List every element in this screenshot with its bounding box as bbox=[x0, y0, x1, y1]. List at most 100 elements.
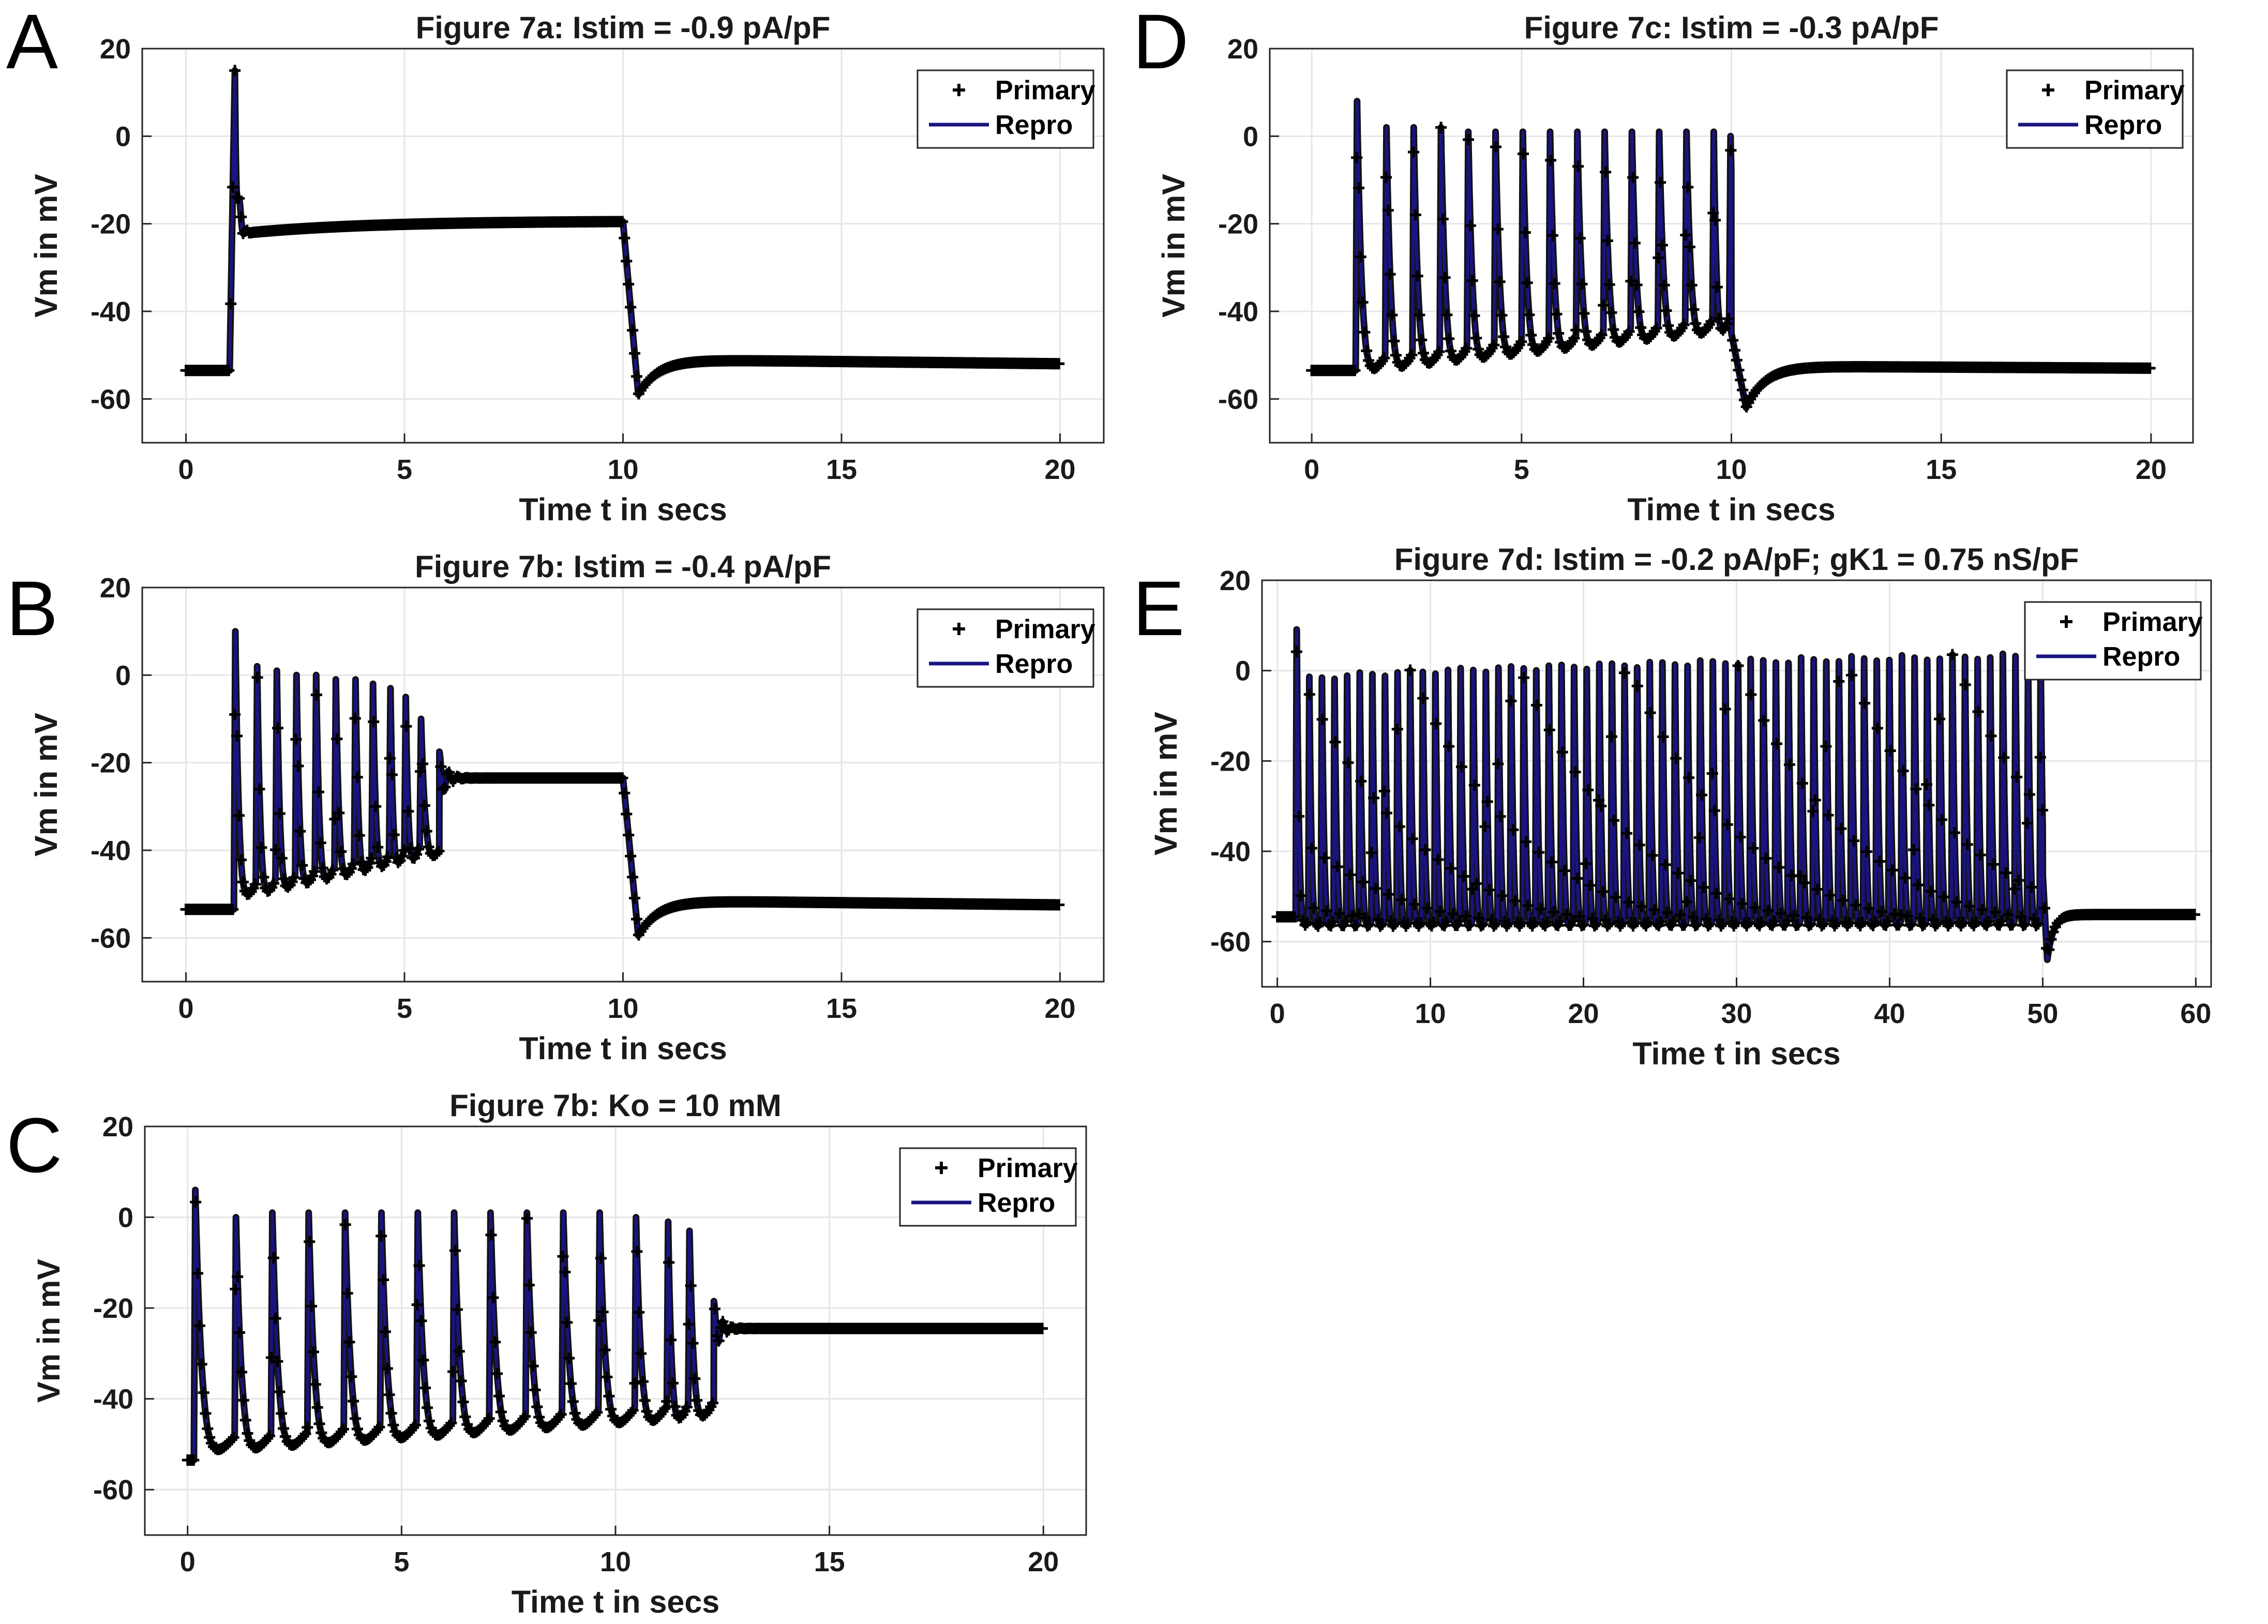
primary-point bbox=[1918, 918, 1930, 930]
y-axis-label: Vm in mV bbox=[28, 174, 64, 318]
primary-point bbox=[297, 1431, 309, 1442]
primary-point bbox=[1374, 920, 1386, 932]
primary-point bbox=[1037, 1322, 1048, 1334]
primary-point bbox=[1441, 309, 1453, 321]
primary-point bbox=[1635, 322, 1647, 334]
primary-point bbox=[1809, 794, 1821, 806]
x-tick-label: 10 bbox=[607, 993, 638, 1024]
primary-point bbox=[2043, 944, 2055, 956]
primary-point bbox=[1568, 332, 1580, 344]
primary-point bbox=[1350, 919, 1362, 931]
legend-box bbox=[899, 1147, 1077, 1227]
primary-point bbox=[1760, 852, 1772, 864]
primary-point bbox=[1327, 916, 1339, 928]
primary-point bbox=[272, 1356, 283, 1367]
primary-point bbox=[493, 1390, 505, 1402]
y-tick-label: -60 bbox=[1218, 384, 1258, 415]
primary-point bbox=[1837, 895, 1849, 907]
primary-point bbox=[1974, 849, 1986, 861]
primary-point bbox=[1916, 920, 1928, 931]
primary-point bbox=[2000, 867, 2012, 879]
chart-panel-c: 0 5 10 15 20 -60 -40 -20 0 20 Figure 7b: Ko = 10 m… bbox=[31, 1088, 1087, 1619]
primary-point bbox=[497, 1415, 509, 1427]
primary-point bbox=[1386, 309, 1398, 321]
primary-point bbox=[1523, 309, 1535, 321]
legend-box bbox=[2006, 69, 2184, 149]
primary-point bbox=[1521, 277, 1533, 289]
primary-point bbox=[230, 1283, 242, 1295]
primary-point bbox=[1492, 758, 1504, 770]
primary-point bbox=[1908, 844, 1920, 856]
primary-point bbox=[1580, 858, 1592, 869]
chart-title: Figure 7c: Istim = -0.3 pA/pF bbox=[1524, 10, 1939, 45]
primary-point bbox=[1519, 227, 1531, 238]
primary-point bbox=[1921, 778, 1933, 790]
y-tick-label: -20 bbox=[93, 1293, 133, 1324]
primary-point bbox=[1553, 327, 1565, 339]
primary-point bbox=[1747, 843, 1759, 854]
primary-point bbox=[2144, 362, 2156, 374]
primary-point bbox=[1387, 920, 1399, 932]
primary-point bbox=[229, 709, 241, 720]
primary-point bbox=[1598, 299, 1610, 311]
primary-point bbox=[376, 1230, 387, 1242]
primary-point bbox=[1846, 669, 1858, 681]
y-tick-label: -40 bbox=[93, 1384, 133, 1415]
primary-point bbox=[278, 873, 290, 885]
primary-point bbox=[1719, 703, 1731, 715]
primary-point bbox=[601, 1371, 613, 1383]
chart-panel-a: 0 5 10 15 20 -60 -40 -20 0 20 Figure 7a: Istim = -… bbox=[28, 10, 1105, 527]
primary-point bbox=[1603, 918, 1615, 930]
primary-point bbox=[420, 825, 432, 837]
primary-point bbox=[1359, 326, 1371, 338]
primary-point bbox=[1518, 148, 1529, 160]
primary-point bbox=[1963, 900, 1975, 912]
primary-point bbox=[1792, 919, 1804, 931]
primary-point bbox=[1468, 310, 1480, 322]
primary-point bbox=[202, 1423, 214, 1435]
y-tick-label: -40 bbox=[91, 835, 131, 866]
primary-point bbox=[1421, 903, 1433, 914]
primary-point bbox=[1499, 341, 1511, 353]
primary-point bbox=[689, 1373, 701, 1385]
primary-point bbox=[2002, 909, 2014, 921]
primary-point bbox=[1433, 346, 1445, 358]
primary-point bbox=[1363, 919, 1375, 931]
primary-point bbox=[487, 1291, 499, 1303]
primary-point bbox=[567, 1395, 579, 1407]
primary-point bbox=[521, 1212, 533, 1224]
primary-point bbox=[1368, 792, 1380, 804]
primary-point bbox=[529, 1384, 541, 1396]
primary-point bbox=[663, 1256, 675, 1268]
primary-point bbox=[1996, 915, 2008, 927]
y-axis-label: Vm in mV bbox=[1148, 712, 1183, 855]
primary-point bbox=[1443, 333, 1455, 344]
primary-point bbox=[1290, 646, 1302, 658]
primary-point bbox=[1989, 906, 2001, 918]
primary-point bbox=[1453, 915, 1465, 927]
primary-point bbox=[1376, 919, 1388, 930]
chart-panel-e: 0 10 20 30 40 50 60 -60 -40 -20 0 20 Figure 7d: Isti… bbox=[1148, 542, 2212, 1071]
primary-point bbox=[316, 1427, 327, 1439]
legend-repro-label: Repro bbox=[995, 649, 1073, 679]
primary-point bbox=[639, 1394, 651, 1406]
primary-point bbox=[233, 192, 245, 204]
primary-point bbox=[1711, 888, 1723, 899]
y-tick-label: 20 bbox=[1220, 565, 1251, 596]
primary-point bbox=[1735, 374, 1747, 386]
primary-point bbox=[1388, 335, 1400, 347]
x-axis-label: Time t in secs bbox=[519, 492, 727, 527]
primary-point bbox=[1331, 861, 1343, 873]
primary-point bbox=[1479, 821, 1491, 833]
primary-point bbox=[347, 858, 359, 870]
legend: Primary Repro bbox=[899, 1147, 1078, 1227]
y-tick-label: 0 bbox=[118, 1202, 133, 1234]
primary-point bbox=[233, 809, 245, 821]
primary-point bbox=[621, 255, 633, 267]
primary-point bbox=[264, 1430, 276, 1442]
primary-point bbox=[1623, 325, 1635, 337]
primary-point bbox=[1655, 176, 1666, 188]
chart-title: Figure 7b: Ko = 10 mM bbox=[449, 1088, 782, 1123]
primary-point bbox=[1509, 895, 1521, 907]
legend: Primary Repro bbox=[917, 608, 1095, 688]
